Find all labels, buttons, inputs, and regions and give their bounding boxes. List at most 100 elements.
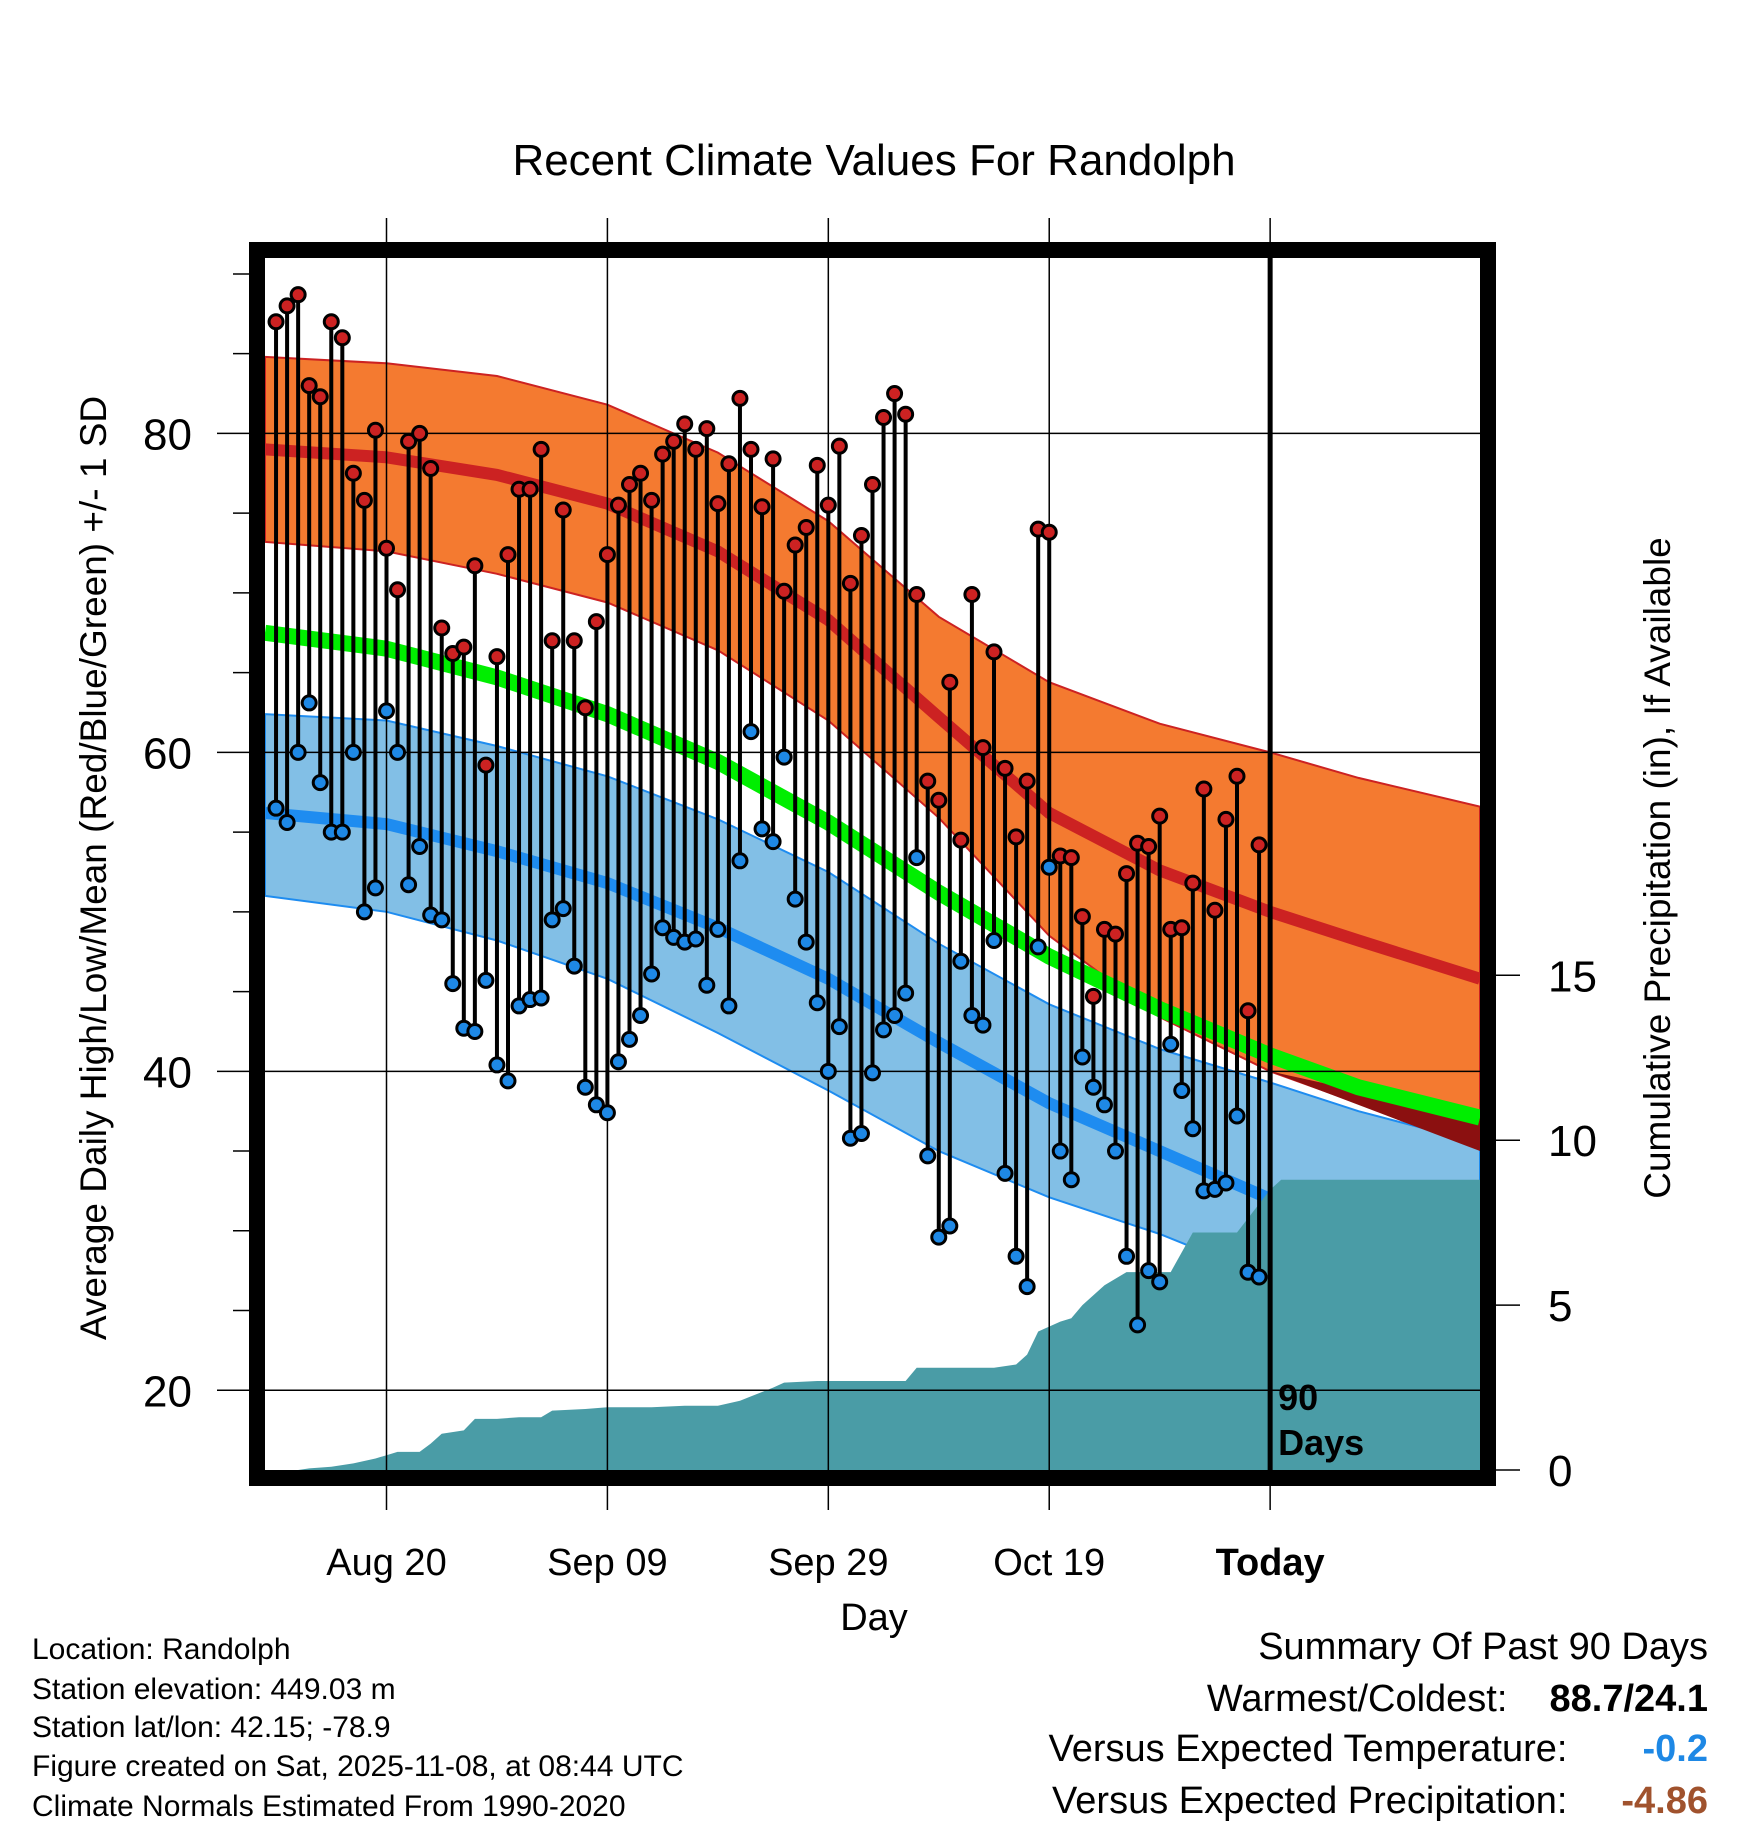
daily-low-point <box>1040 858 1058 876</box>
daily-low-point <box>400 876 418 894</box>
daily-high-point <box>609 496 627 514</box>
daily-high-point <box>311 388 329 406</box>
daily-low-point <box>886 1007 904 1024</box>
daily-low-point <box>1107 1142 1124 1160</box>
daily-high-point <box>864 475 881 493</box>
daily-high-point <box>1195 780 1213 798</box>
daily-low-point <box>378 702 395 720</box>
daily-high-point <box>322 313 340 331</box>
daily-high-point <box>985 643 1003 661</box>
daily-low-point <box>355 903 373 921</box>
daily-high-point <box>1118 865 1136 883</box>
daily-low-point <box>819 1062 837 1080</box>
daily-high-point <box>355 491 373 509</box>
daily-low-point <box>963 1007 981 1024</box>
daily-high-point <box>643 491 661 509</box>
daily-high-point <box>830 437 848 455</box>
band-overlap <box>1270 1071 1480 1152</box>
daily-low-point <box>742 723 760 741</box>
daily-high-point <box>930 791 948 809</box>
daily-low-point <box>687 930 705 948</box>
daily-low-point <box>609 1053 627 1071</box>
station-location: Location: Randolph <box>32 1633 291 1666</box>
today-label-days: Days <box>1278 1422 1364 1463</box>
daily-low-point <box>864 1064 881 1082</box>
y-tick-label: 40 <box>143 1048 192 1097</box>
daily-low-point <box>366 879 384 897</box>
daily-low-point <box>598 1104 616 1122</box>
daily-high-point <box>886 385 904 403</box>
daily-low-point <box>311 774 329 792</box>
daily-low-point <box>499 1072 517 1090</box>
y2-tick-label: 5 <box>1548 1282 1572 1331</box>
x-tick-label: Today <box>1216 1542 1325 1584</box>
warm-cold-label: Warmest/Coldest: <box>1206 1678 1508 1720</box>
daily-low-point <box>1250 1268 1268 1286</box>
daily-high-point <box>952 831 970 849</box>
daily-high-point <box>1007 828 1025 846</box>
x-tick-label: Sep 29 <box>768 1542 888 1584</box>
x-tick-label: Aug 20 <box>326 1542 446 1584</box>
daily-high-point <box>267 313 285 331</box>
daily-low-point <box>587 1096 605 1114</box>
daily-high-point <box>499 546 517 564</box>
temp-label: Versus Expected Temperature: <box>1048 1728 1568 1770</box>
daily-high-point <box>764 450 782 468</box>
daily-high-point <box>786 536 804 554</box>
cumulative-precip-area <box>265 1179 1480 1470</box>
daily-high-point <box>1228 767 1246 785</box>
daily-low-point <box>1173 1081 1191 1099</box>
daily-low-point <box>974 1016 992 1034</box>
y-tick-label: 60 <box>143 729 192 778</box>
daily-low-point <box>852 1125 870 1143</box>
daily-high-point <box>543 632 561 650</box>
daily-high-point <box>344 464 362 482</box>
daily-low-point <box>1184 1120 1202 1138</box>
daily-high-point <box>698 420 716 438</box>
daily-low-point <box>444 975 462 993</box>
daily-high-point <box>455 638 473 656</box>
daily-low-point <box>1140 1262 1158 1280</box>
daily-high-point <box>378 539 395 557</box>
daily-high-point <box>621 475 638 493</box>
daily-high-point <box>665 432 683 450</box>
daily-low-point <box>897 984 915 1002</box>
daily-low-point <box>466 1022 484 1040</box>
x-tick-label: Oct 19 <box>993 1542 1105 1584</box>
precip-label: Versus Expected Precipitation: <box>1052 1780 1568 1822</box>
daily-low-point <box>753 820 771 838</box>
daily-high-point <box>1140 837 1158 855</box>
daily-high-point <box>1040 523 1058 541</box>
daily-high-point <box>1239 1002 1257 1020</box>
y2-tick-label: 15 <box>1548 952 1597 1001</box>
daily-low-point <box>1151 1273 1169 1291</box>
daily-high-point <box>808 456 826 474</box>
daily-high-point <box>289 286 307 304</box>
daily-low-point <box>797 933 815 951</box>
daily-high-point <box>433 619 451 637</box>
daily-high-point <box>422 460 440 478</box>
daily-high-point <box>1184 874 1202 892</box>
daily-low-point <box>875 1021 893 1039</box>
daily-low-point <box>764 833 782 851</box>
daily-low-point <box>1217 1174 1235 1192</box>
daily-low-point <box>1062 1171 1080 1189</box>
daily-high-point <box>731 389 749 407</box>
daily-high-point <box>1151 807 1169 825</box>
daily-high-point <box>587 613 605 631</box>
daily-low-point <box>1007 1247 1025 1265</box>
daily-low-point <box>333 823 351 841</box>
daily-low-point <box>433 911 451 929</box>
daily-low-point <box>808 994 826 1012</box>
daily-high-point <box>797 519 815 537</box>
y2-tick-label: 10 <box>1548 1117 1597 1166</box>
daily-low-point <box>289 743 307 761</box>
daily-low-point <box>996 1164 1014 1182</box>
station-latlon: Station lat/lon: 42.15; -78.9 <box>32 1711 391 1744</box>
plot-frame <box>249 242 1496 1486</box>
y-tick-label: 80 <box>143 410 192 459</box>
daily-high-point <box>1073 908 1091 926</box>
daily-low-point <box>654 919 672 937</box>
